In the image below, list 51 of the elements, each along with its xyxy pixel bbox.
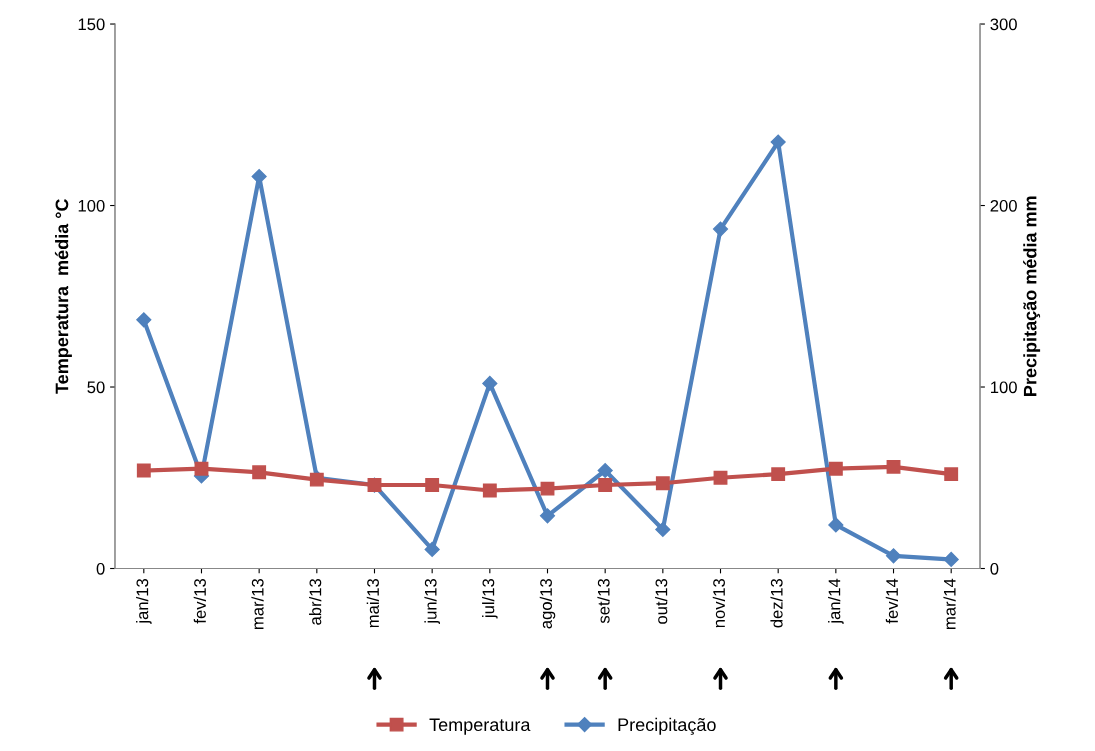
x-tick-label: fev/13 xyxy=(193,578,206,624)
y-tick-label: 0 xyxy=(96,562,105,575)
x-tick-label: set/13 xyxy=(597,578,610,624)
y-tick-label: 50 xyxy=(87,381,105,394)
point xyxy=(770,134,786,150)
x-tick-label: mar/13 xyxy=(251,578,264,629)
point xyxy=(482,483,497,498)
x-tick-label: abr/13 xyxy=(309,578,322,625)
x-tick-label: out/13 xyxy=(655,578,668,624)
point xyxy=(424,541,440,558)
y2-axis-title: Precipitação média mm xyxy=(1023,196,1041,396)
x-tick-label: ago/13 xyxy=(539,578,556,629)
x-tick-label: nov/13 xyxy=(712,578,725,628)
point xyxy=(828,517,844,533)
point xyxy=(482,375,498,391)
point xyxy=(136,463,151,478)
y2-tick-label: 100 xyxy=(991,381,1017,394)
x-tick-label: jan/14 xyxy=(828,578,844,625)
point xyxy=(252,465,267,480)
x-tick-label: dez/13 xyxy=(770,578,783,628)
point xyxy=(713,470,728,485)
point xyxy=(194,461,209,476)
x-tick-label: jan/13 xyxy=(136,578,152,625)
point xyxy=(425,478,440,492)
point xyxy=(540,481,555,496)
point xyxy=(944,467,959,482)
point xyxy=(712,221,729,237)
x-tick-label: mar/14 xyxy=(943,578,956,629)
point xyxy=(655,476,670,491)
point xyxy=(539,508,556,524)
y2-tick-label: 0 xyxy=(990,562,999,575)
point xyxy=(886,459,901,474)
x-tick-label: mai/13 xyxy=(366,578,379,628)
legend-label: Precipitação xyxy=(618,717,716,735)
point xyxy=(771,467,786,482)
y-axis-title: Temperatura média °C xyxy=(54,198,72,394)
point xyxy=(885,548,902,564)
x-tick-label: jul/13 xyxy=(482,578,498,619)
point xyxy=(828,461,843,476)
x-tick-label: jun/13 xyxy=(424,578,440,625)
y2-tick-label: 300 xyxy=(990,18,1017,31)
point xyxy=(598,478,613,492)
point xyxy=(597,462,613,479)
legend-label: Temperatura xyxy=(429,718,531,735)
y-tick-label: 150 xyxy=(78,18,105,31)
point xyxy=(136,312,152,328)
y2-tick-label: 200 xyxy=(990,199,1017,212)
x-tick-label: fev/14 xyxy=(885,578,898,624)
point xyxy=(655,521,671,538)
point xyxy=(943,551,959,568)
y-tick-label: 100 xyxy=(78,199,105,212)
